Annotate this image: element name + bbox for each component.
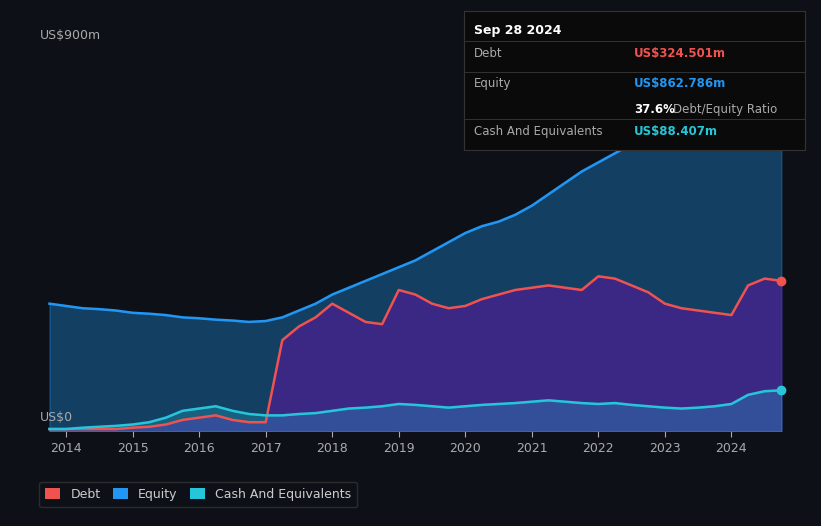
Text: US$900m: US$900m [39, 29, 101, 42]
Legend: Debt, Equity, Cash And Equivalents: Debt, Equity, Cash And Equivalents [39, 482, 357, 507]
Text: US$862.786m: US$862.786m [635, 77, 727, 90]
Text: 37.6%: 37.6% [635, 103, 675, 116]
Text: US$0: US$0 [39, 411, 72, 424]
Text: Sep 28 2024: Sep 28 2024 [474, 24, 562, 37]
Text: US$324.501m: US$324.501m [635, 47, 727, 60]
Text: Cash And Equivalents: Cash And Equivalents [474, 125, 603, 138]
Text: Debt: Debt [474, 47, 502, 60]
Text: Debt/Equity Ratio: Debt/Equity Ratio [673, 103, 777, 116]
Text: US$88.407m: US$88.407m [635, 125, 718, 138]
Text: Equity: Equity [474, 77, 511, 90]
